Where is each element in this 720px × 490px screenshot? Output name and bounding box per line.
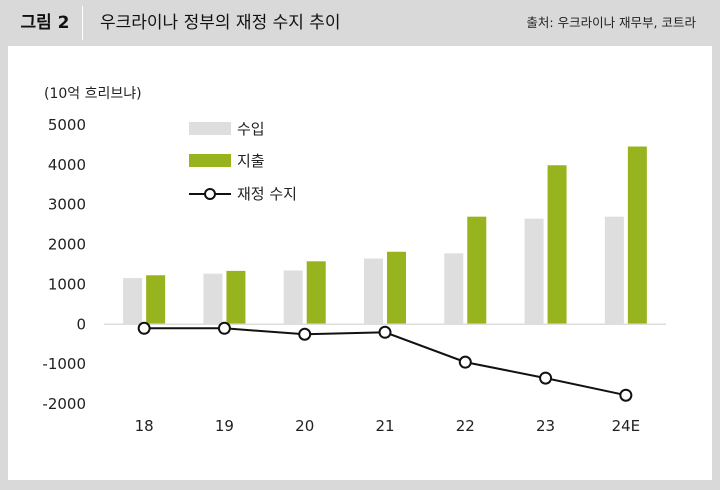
x-axis-ticks: 18 19 20 21 22 23 24E [135,417,641,435]
expenditure-bar [146,275,166,325]
balance-point [619,388,633,402]
figure-label: 그림 2 [8,6,83,40]
y-tick-label: 3000 [48,196,86,214]
bars-group [123,146,647,325]
legend-swatch-revenue [189,122,231,135]
balance-point [378,325,392,339]
source-note: 출처: 우크라이나 재무부, 코트라 [526,15,696,30]
x-tick-label: 22 [456,417,475,435]
x-tick-label: 21 [375,417,394,435]
balance-point [458,355,472,369]
balance-point [539,371,553,385]
y-tick-label: 5000 [48,116,86,134]
revenue-bar [203,273,223,325]
balance-point [217,321,231,335]
x-tick-label: 24E [612,417,641,435]
revenue-bar [123,278,143,325]
y-tick-label: 2000 [48,236,86,254]
x-tick-label: 23 [536,417,555,435]
x-tick-label: 20 [295,417,314,435]
legend-swatch-expenditure [189,154,231,167]
legend-label-balance: 재정 수지 [237,185,297,203]
y-tick-label: 1000 [48,275,86,293]
x-tick-label: 19 [215,417,234,435]
balance-point [137,321,151,335]
expenditure-bar [627,146,647,325]
expenditure-bar [226,270,246,325]
revenue-bar [364,258,383,325]
expenditure-bar [467,216,487,325]
y-tick-label: -1000 [42,355,86,373]
legend-label-revenue: 수입 [237,120,265,138]
expenditure-bar [547,165,567,325]
y-axis-unit-label: (10억 흐리브냐) [44,86,142,102]
chart-panel [8,46,712,480]
revenue-bar [283,270,303,325]
balance-point [298,327,312,341]
legend-label-expenditure: 지출 [237,152,265,170]
y-tick-label: -2000 [42,395,86,413]
y-tick-label: 0 [76,315,86,333]
expenditure-bar [306,261,326,325]
balance-line-group [137,321,633,402]
expenditure-bar [387,251,406,325]
revenue-bar [444,253,464,325]
legend-swatch-balance-marker [204,188,216,200]
figure-title: 우크라이나 정부의 재정 수지 추이 [100,13,341,33]
y-axis-ticks: 5000 4000 3000 2000 1000 0 -1000 -2000 [42,116,86,413]
x-tick-label: 18 [135,417,154,435]
revenue-bar [524,218,544,325]
y-tick-label: 4000 [48,156,86,174]
revenue-bar [604,216,624,325]
